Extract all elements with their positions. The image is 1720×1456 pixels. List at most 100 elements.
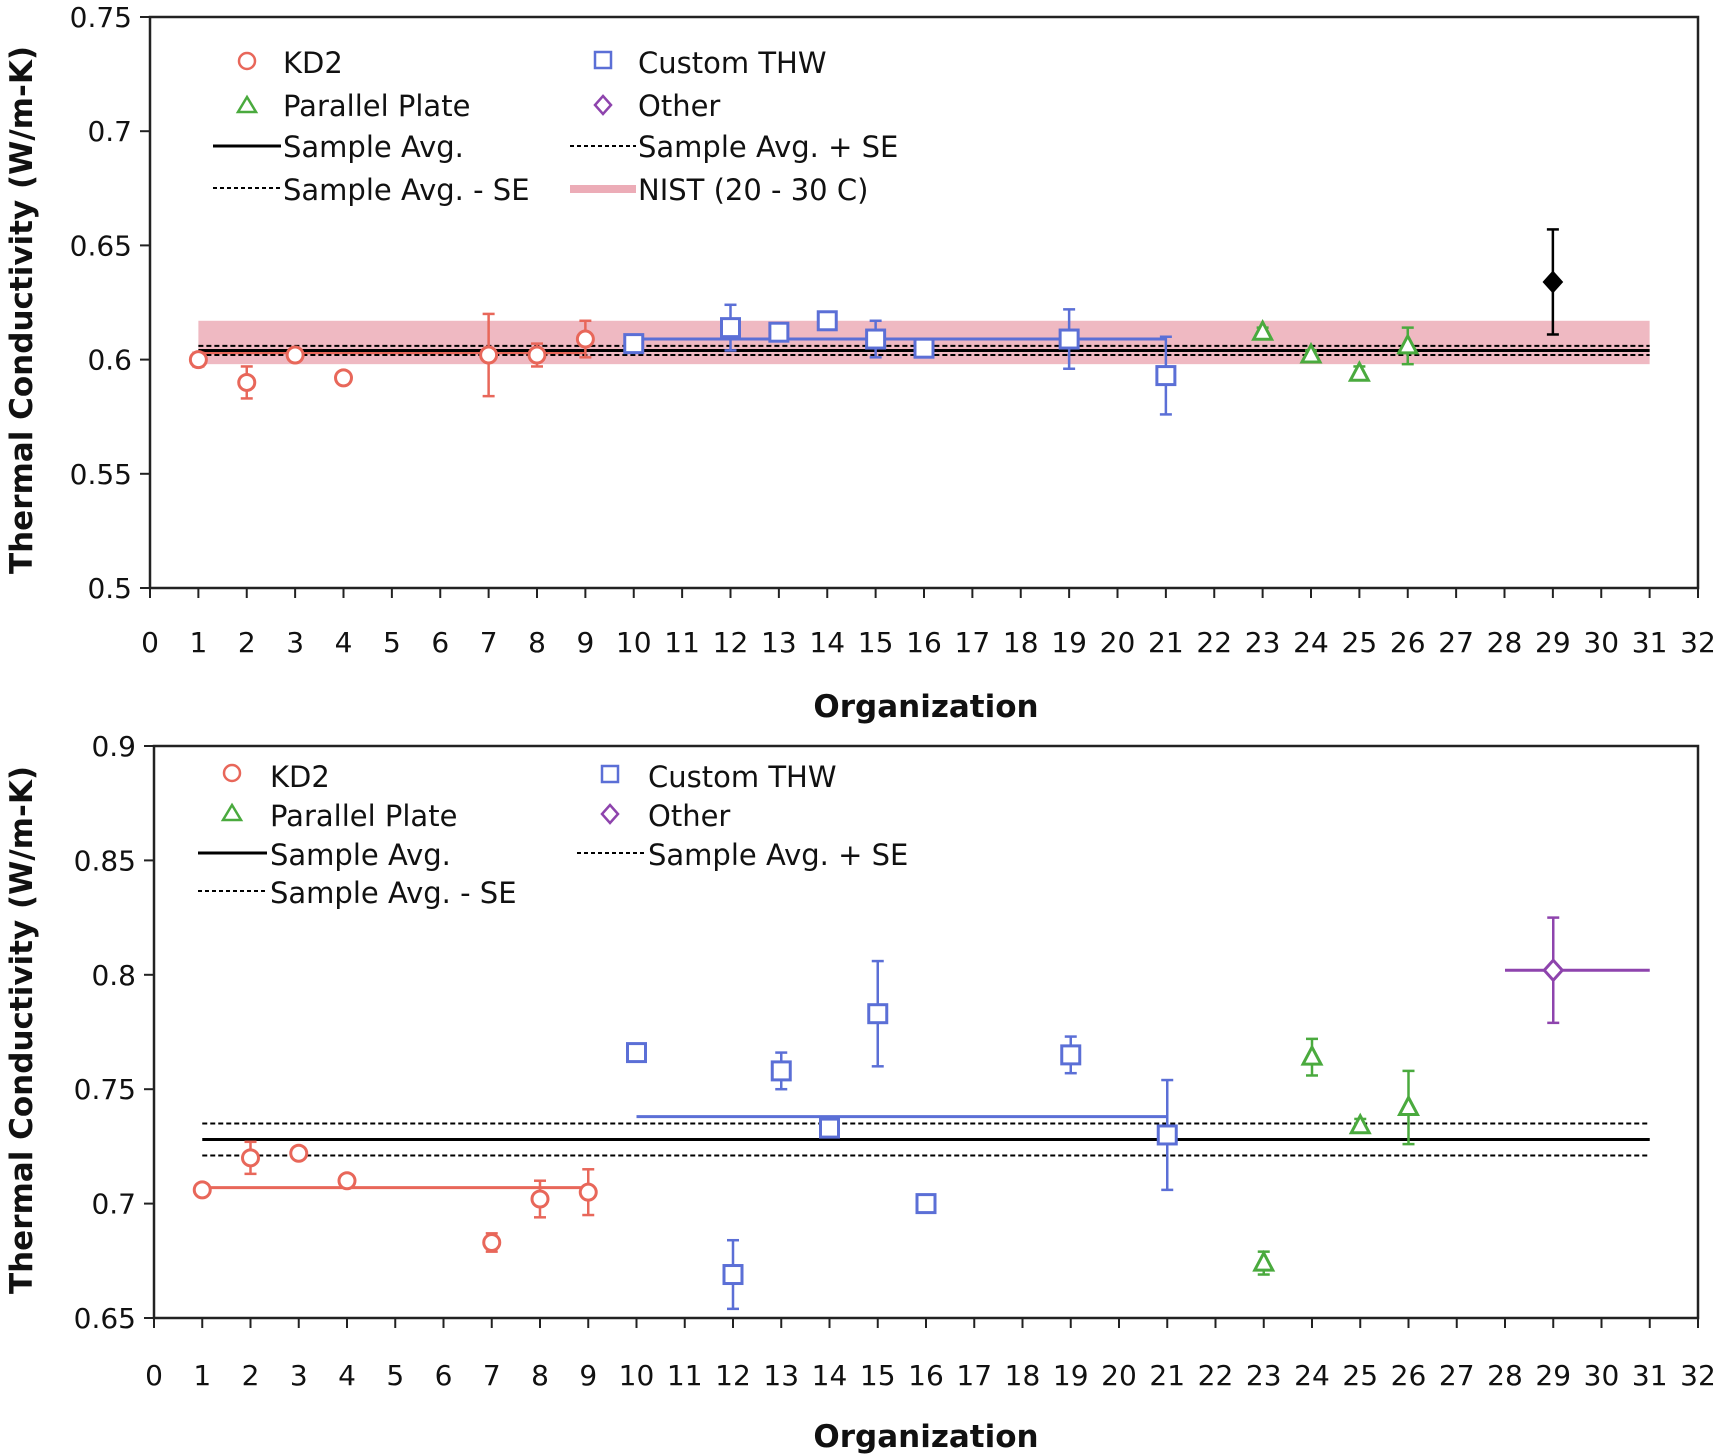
legend-label-sample-avg-plus-se: Sample Avg. + SE — [648, 838, 908, 872]
legend-item-kd2: KD2 — [222, 760, 330, 794]
x-tick-label: 1 — [193, 1359, 211, 1392]
legend-marker-circle — [222, 763, 242, 783]
data-point-parallel-plate — [1397, 1094, 1420, 1116]
x-tick-label: 3 — [290, 1359, 308, 1392]
x-tick-label: 25 — [1342, 1359, 1378, 1392]
x-tick-label: 30 — [1584, 1359, 1620, 1392]
data-point-kd2 — [575, 329, 595, 349]
y-tick-label: 0.9 — [91, 730, 136, 763]
legend-label-nist: NIST (20 - 30 C) — [638, 173, 868, 207]
x-tick-label: 16 — [908, 1359, 944, 1392]
x-tick-label: 24 — [1294, 1359, 1330, 1392]
x-tick-label: 7 — [483, 1359, 501, 1392]
x-tick-label: 4 — [335, 626, 353, 659]
x-tick-label: 23 — [1246, 1359, 1282, 1392]
plot-area-top: 0.50.550.60.650.70.750 1 2 3 4 5 6 7 8 9 10 11 12 13 1… — [70, 1, 1716, 659]
legend-label-kd2: KD2 — [283, 46, 343, 80]
data-point-custom-thw — [913, 337, 935, 359]
x-tick-label: 9 — [579, 1359, 597, 1392]
x-tick-label: 28 — [1487, 626, 1523, 659]
x-tick-label: 18 — [1003, 626, 1039, 659]
x-tick-label: 19 — [1051, 626, 1087, 659]
x-tick-label: 32 — [1680, 626, 1716, 659]
x-tick-label: 22 — [1198, 1359, 1234, 1392]
legend-top: KD2 Parallel Plate Sample Avg. Sample Av… — [213, 46, 898, 207]
legend-label-other: Other — [638, 89, 720, 123]
data-point-custom-thw — [626, 1042, 647, 1064]
data-point-parallel-plate — [1396, 332, 1420, 355]
x-tick-label: 8 — [531, 1359, 549, 1392]
x-tick-label: 23 — [1245, 626, 1281, 659]
x-tick-label: 27 — [1439, 1359, 1475, 1392]
x-tick-label: 5 — [383, 626, 401, 659]
x-tick-label: 26 — [1390, 626, 1426, 659]
x-tick-label: 16 — [906, 626, 942, 659]
data-point-kd2 — [334, 368, 353, 388]
data-point-kd2 — [285, 345, 305, 365]
x-tick-label: 18 — [1005, 1359, 1041, 1392]
x-tick-label: 8 — [528, 626, 546, 659]
data-point-custom-thw — [623, 333, 645, 355]
data-point-kd2 — [289, 1143, 309, 1163]
legend-marker-diamond — [600, 803, 620, 825]
data-point-custom-thw — [1060, 1044, 1082, 1066]
data-point-custom-thw — [770, 1060, 792, 1082]
data-point-custom-thw — [915, 1193, 937, 1215]
x-tick-label: 15 — [860, 1359, 896, 1392]
x-tick-label: 2 — [242, 1359, 260, 1392]
x-tick-label: 31 — [1632, 626, 1668, 659]
x-tick-label: 19 — [1053, 1359, 1089, 1392]
x-tick-label: 21 — [1148, 626, 1184, 659]
x-tick-label: 4 — [338, 1359, 356, 1392]
legend-label-sample-avg-minus-se: Sample Avg. - SE — [283, 173, 530, 207]
x-tick-label: 1 — [189, 626, 207, 659]
y-tick-label: 0.6 — [87, 344, 132, 377]
legend-item-other: Other — [593, 89, 720, 123]
legend-label-other: Other — [648, 799, 730, 833]
legend-marker-triangle — [235, 94, 259, 114]
data-point-kd2 — [479, 345, 499, 365]
data-point-kd2 — [578, 1182, 598, 1202]
x-tick-label: 28 — [1487, 1359, 1523, 1392]
data-point-custom-thw — [867, 1003, 889, 1025]
x-tick-label: 21 — [1149, 1359, 1185, 1392]
x-tick-label: 11 — [667, 1359, 703, 1392]
x-tick-label: 17 — [955, 626, 991, 659]
legend-label-sample-avg: Sample Avg. — [270, 838, 451, 872]
x-tick-label: 12 — [713, 626, 749, 659]
x-tick-label: 17 — [956, 1359, 992, 1392]
x-tick-label: 29 — [1535, 626, 1571, 659]
x-tick-label: 20 — [1101, 1359, 1137, 1392]
x-tick-label: 10 — [619, 1359, 655, 1392]
data-point-custom-thw — [1058, 328, 1080, 350]
x-tick-label: 6 — [435, 1359, 453, 1392]
x-tick-label: 0 — [141, 626, 159, 659]
data-point-parallel-plate — [1251, 318, 1275, 341]
x-tick-label: 5 — [386, 1359, 404, 1392]
data-point-parallel-plate — [1300, 1043, 1324, 1066]
data-point-custom-thw — [1155, 365, 1177, 387]
legend-item-nist: NIST (20 - 30 C) — [570, 173, 868, 207]
y-tick-label: 0.65 — [74, 1302, 136, 1335]
data-point-kd2 — [188, 350, 208, 370]
legend-label-sample-avg-minus-se: Sample Avg. - SE — [270, 876, 517, 910]
legend-item-parallel-plate: Parallel Plate — [235, 89, 470, 123]
data-point-custom-thw — [768, 321, 790, 343]
legend-label-custom-thw: Custom THW — [648, 760, 837, 794]
data-point-kd2 — [530, 1189, 550, 1209]
chart-bottom: 0.650.70.750.80.850.90 1 2 3 4 5 6 7 8 9 10 11 12 13 1… — [4, 730, 1716, 1455]
data-point-custom-thw — [722, 1264, 744, 1286]
data-point-kd2 — [237, 372, 257, 392]
plot-area-bottom: 0.650.70.750.80.850.90 1 2 3 4 5 6 7 8 9 10 11 12 13 1… — [74, 730, 1716, 1392]
y-tick-label: 0.5 — [87, 572, 132, 605]
x-tick-label: 15 — [858, 626, 894, 659]
legend-item-kd2: KD2 — [237, 46, 343, 80]
legend-item-sample-avg-plus-se: Sample Avg. + SE — [577, 838, 908, 872]
x-tick-label: 14 — [812, 1359, 848, 1392]
x-tick-label: 27 — [1438, 626, 1474, 659]
legend-label-sample-avg-plus-se: Sample Avg. + SE — [638, 130, 898, 164]
data-point-other — [1542, 957, 1565, 983]
y-axis-label-top: Thermal Conductivity (W/m-K) — [4, 46, 40, 574]
legend-label-sample-avg: Sample Avg. — [283, 130, 464, 164]
legend-label-kd2: KD2 — [270, 760, 330, 794]
